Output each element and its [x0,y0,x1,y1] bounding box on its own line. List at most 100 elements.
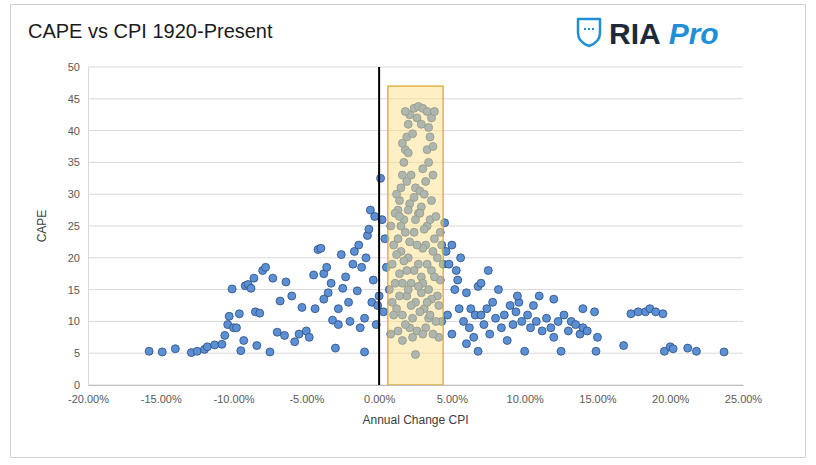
logo-text: RIA [609,17,661,50]
scatter-point [374,302,382,310]
scatter-point [477,311,485,319]
x-tick-label: 10.00% [507,393,545,405]
scatter-point [237,347,245,355]
scatter-point [346,317,354,325]
scatter-point [345,298,353,306]
scatter-point [526,324,534,332]
scatter-point [483,305,491,313]
x-tick: -15.00% [141,385,182,405]
y-tick-label: 35 [68,156,80,168]
scatter-point [225,312,233,320]
scatter-point [524,311,532,319]
y-tick-label: 40 [68,125,80,137]
y-tick: 30 [68,188,88,200]
x-tick-label: -15.00% [141,393,182,405]
scatter-point [282,278,290,286]
scatter-point [203,343,211,351]
scatter-point [361,314,369,322]
y-tick-label: 45 [68,93,80,105]
scatter-point [451,286,459,294]
scatter-point [470,333,478,341]
scatter-point [659,310,667,318]
scatter-point [474,347,482,355]
scatter-point [484,267,492,275]
x-tick-label: 15.00% [579,393,617,405]
scatter-point [684,344,692,352]
y-tick-label: 15 [68,284,80,296]
y-tick: 15 [68,284,88,296]
chart-svg: CAPE vs CPI 1920-PresentRIAPro0510152025… [0,0,816,465]
y-tick: 25 [68,220,88,232]
y-tick: 40 [68,125,88,137]
scatter-point [550,333,558,341]
scatter-point [266,348,274,356]
scatter-point [218,340,226,348]
scatter-point [291,338,299,346]
scatter-point [500,311,508,319]
scatter-point [627,310,635,318]
scatter-point [497,324,505,332]
scatter-point [158,348,166,356]
scatter-point [494,286,502,294]
scatter-point [221,331,229,339]
scatter-point [720,348,728,356]
scatter-point [692,347,700,355]
x-tick-label: 0.00% [364,393,395,405]
scatter-point [240,336,248,344]
scatter-point [342,273,350,281]
scatter-point [448,241,456,249]
scatter-point [334,321,342,329]
logo-shield-dots [584,28,594,30]
scatter-point [462,289,470,297]
scatter-point [171,345,179,353]
scatter-point [311,305,319,313]
scatter-point [592,347,600,355]
y-tick-label: 10 [68,315,80,327]
scatter-point [554,317,562,325]
chart-border [11,5,806,458]
scatter-point [193,347,201,355]
scatter-point [465,324,473,332]
scatter-point [353,287,361,295]
scatter-point [532,317,540,325]
x-tick-label: -5.00% [289,393,324,405]
scatter-point [145,347,153,355]
grid-line [88,67,743,68]
x-axis: -20.00%-15.00%-10.00%-5.00%0.00%5.00%10.… [68,385,762,405]
scatter-point [281,331,289,339]
y-axis: 05101520253035404550 [68,61,89,391]
scatter-point [444,311,452,319]
scatter-point [503,336,511,344]
scatter-point [455,305,463,313]
x-tick: -5.00% [289,385,324,405]
scatter-point [356,324,364,332]
scatter-point [361,348,369,356]
scatter-point [228,285,236,293]
x-tick-label: 5.00% [437,393,468,405]
scatter-point [513,292,521,300]
scatter-point [211,341,219,349]
scatter-point [550,295,558,303]
y-tick-label: 25 [68,220,80,232]
scatter-point [379,308,387,316]
scatter-point [323,263,331,271]
scatter-point [320,295,328,303]
scatter-point [457,254,465,262]
scatter-point [232,324,240,332]
scatter-point [327,279,335,287]
data-layer [145,67,728,385]
scatter-point [276,297,284,305]
scatter-point [358,263,366,271]
scatter-point [512,308,520,316]
scatter-point [331,344,339,352]
scatter-point [506,302,514,310]
y-tick-label: 20 [68,252,80,264]
x-tick: -20.00% [68,385,109,405]
y-tick: 20 [68,252,88,264]
scatter-point [579,305,587,313]
scatter-point [365,225,373,233]
scatter-point [460,317,468,325]
scatter-point [521,347,529,355]
y-axis-title: CAPE [35,210,49,243]
scatter-point [591,308,599,316]
